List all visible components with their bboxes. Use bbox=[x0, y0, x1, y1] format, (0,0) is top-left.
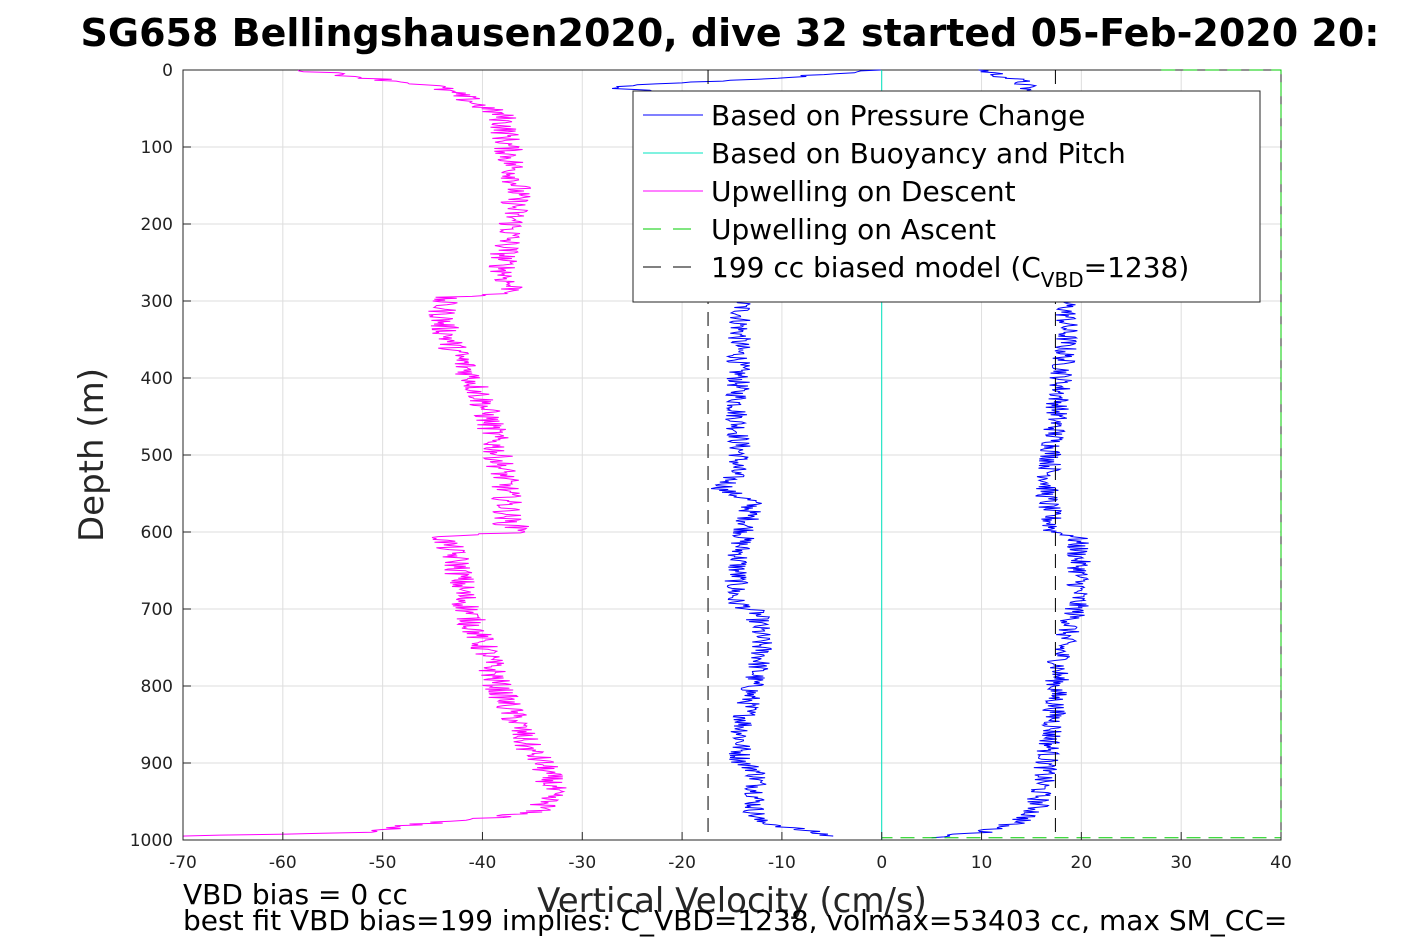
x-tick-label: 0 bbox=[876, 853, 887, 873]
y-tick-label: 400 bbox=[141, 369, 173, 389]
y-tick-label: 800 bbox=[141, 677, 173, 697]
legend-label: Upwelling on Descent bbox=[711, 175, 1016, 208]
y-tick-label: 700 bbox=[141, 600, 173, 620]
y-tick-label: 200 bbox=[141, 215, 173, 235]
x-tick-label: -40 bbox=[469, 853, 497, 873]
x-axis-ticks: -70 -60 -50 -40 -30 -20 -10 0 10 20 30 40 bbox=[169, 832, 1292, 873]
x-axis-label: Vertical Velocity (cm/s) bbox=[537, 881, 927, 921]
x-tick-label: -50 bbox=[369, 853, 397, 873]
series-line-2 bbox=[182, 69, 567, 837]
legend-box bbox=[632, 90, 1261, 303]
y-tick-label: 300 bbox=[141, 292, 173, 312]
x-tick-label: -20 bbox=[668, 853, 696, 873]
y-tick-label: 900 bbox=[141, 754, 173, 774]
legend-label: Upwelling on Ascent bbox=[711, 213, 996, 246]
x-tick-label: 40 bbox=[1270, 853, 1292, 873]
chart-title: SG658 Bellingshausen2020, dive 32 starte… bbox=[81, 11, 1380, 55]
x-tick-label: -70 bbox=[169, 853, 197, 873]
x-tick-label: -30 bbox=[568, 853, 596, 873]
y-axis-label: Depth (m) bbox=[72, 368, 112, 542]
y-tick-label: 600 bbox=[141, 523, 173, 543]
x-tick-label: -60 bbox=[269, 853, 297, 873]
vbd-bias-note: VBD bias = 0 cc bbox=[183, 878, 408, 911]
best-fit-note: best fit VBD bias=199 implies: C_VBD=123… bbox=[183, 904, 1287, 937]
y-tick-label: 0 bbox=[162, 61, 173, 81]
x-tick-label: 30 bbox=[1170, 853, 1192, 873]
x-tick-label: -10 bbox=[768, 853, 796, 873]
x-tick-label: 20 bbox=[1071, 853, 1093, 873]
y-tick-label: 100 bbox=[141, 138, 173, 158]
legend-label: Based on Pressure Change bbox=[711, 99, 1085, 132]
legend: Based on Pressure Change Based on Buoyanc… bbox=[632, 90, 1261, 303]
legend-label: Based on Buoyancy and Pitch bbox=[711, 137, 1126, 170]
x-tick-label: 10 bbox=[971, 853, 993, 873]
y-axis-ticks: 0 100 200 300 400 500 600 700 800 900 1000 bbox=[130, 61, 191, 851]
y-tick-label: 500 bbox=[141, 446, 173, 466]
y-tick-label: 1000 bbox=[130, 831, 173, 851]
legend-label: 199 cc biased model (CVBD=1238) bbox=[711, 251, 1189, 292]
